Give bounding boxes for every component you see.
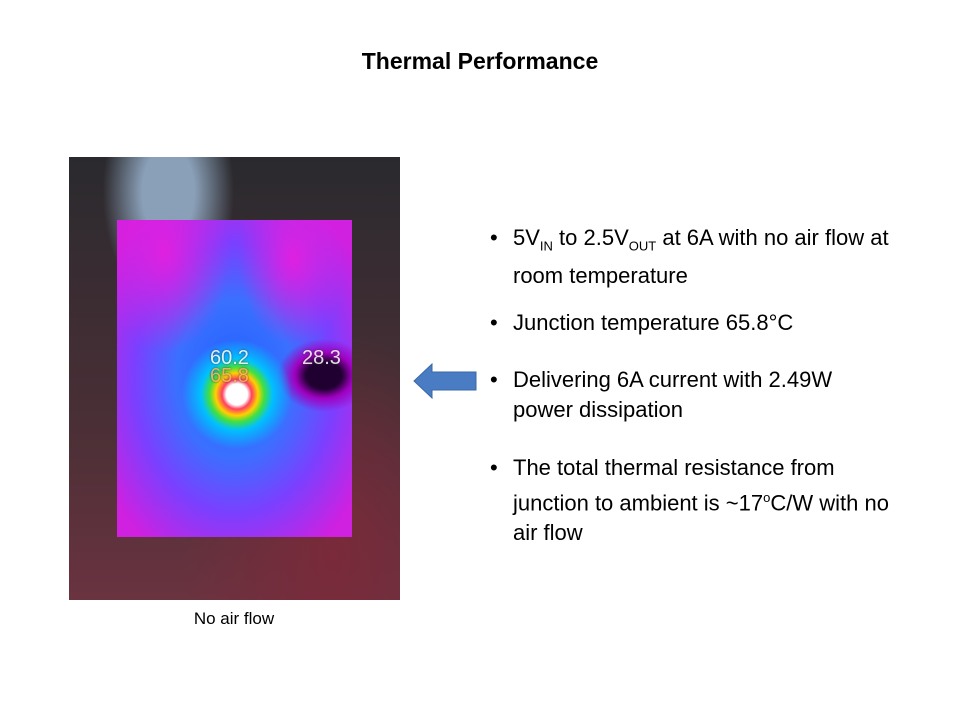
arrow <box>413 362 477 400</box>
bullet-text: o <box>763 490 771 505</box>
slide-title: Thermal Performance <box>361 48 599 74</box>
bullet: 5VIN to 2.5VOUT at 6A with no air flow a… <box>490 223 893 291</box>
bullet: Junction temperature 65.8°C <box>490 308 893 338</box>
thermal-photo: 60.2 65.8 28.3 <box>69 157 400 600</box>
bullet-text: Junction temperature 65.8°C <box>513 310 794 335</box>
bullet: The total thermal resistance from juncti… <box>490 453 893 548</box>
bullet-text: Delivering 6A current with 2.49W power d… <box>513 367 833 422</box>
thermal-overlay <box>117 220 352 537</box>
bullet-text: at 6A with no air flow at room temperatu… <box>513 225 889 289</box>
bullet: Delivering 6A current with 2.49W power d… <box>490 365 893 425</box>
temp-label: 28.3 <box>302 347 341 369</box>
temp-label: 65.8 <box>210 365 249 387</box>
temp-label: 60.2 <box>210 347 249 369</box>
bullet-text: C/W with no air flow <box>513 490 889 546</box>
bullet-text: 5V <box>513 225 540 250</box>
bullet-text: The total thermal resistance from juncti… <box>513 455 835 516</box>
bullet-text: OUT <box>628 238 657 254</box>
image-caption: No air flow <box>193 609 275 628</box>
bullet-text: IN <box>539 238 553 254</box>
bullet-text: to 2.5V <box>552 225 629 250</box>
